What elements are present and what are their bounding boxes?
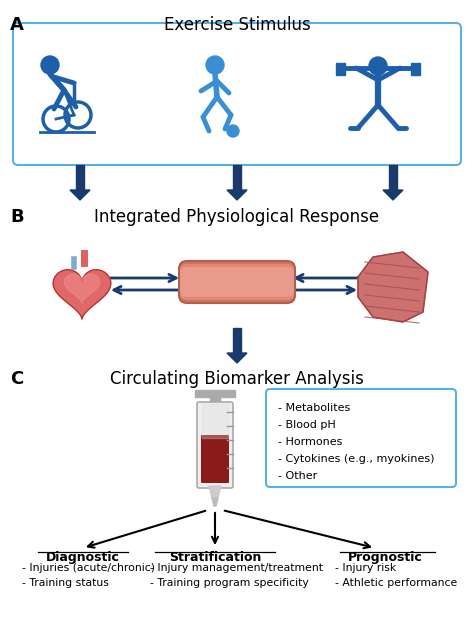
FancyBboxPatch shape — [179, 267, 295, 297]
Circle shape — [206, 56, 224, 74]
Text: - Athletic performance: - Athletic performance — [335, 578, 457, 588]
Polygon shape — [383, 190, 403, 200]
Text: A: A — [10, 16, 24, 34]
Text: Integrated Physiological Response: Integrated Physiological Response — [94, 208, 380, 226]
Text: - Training program specificity: - Training program specificity — [150, 578, 309, 588]
Polygon shape — [358, 252, 428, 322]
FancyBboxPatch shape — [179, 264, 295, 300]
Text: B: B — [10, 208, 24, 226]
Text: - Injury risk: - Injury risk — [335, 563, 396, 573]
Text: - Injury management/treatment: - Injury management/treatment — [150, 563, 323, 573]
Circle shape — [41, 56, 59, 74]
Text: Stratification: Stratification — [169, 551, 261, 564]
Polygon shape — [210, 397, 220, 404]
FancyBboxPatch shape — [266, 389, 456, 487]
Polygon shape — [70, 190, 90, 200]
Text: Exercise Stimulus: Exercise Stimulus — [164, 16, 310, 34]
Polygon shape — [233, 328, 241, 353]
Polygon shape — [202, 404, 228, 438]
Polygon shape — [227, 190, 247, 200]
Polygon shape — [209, 486, 221, 498]
Circle shape — [369, 57, 387, 75]
Polygon shape — [64, 274, 100, 303]
FancyBboxPatch shape — [201, 435, 229, 483]
Text: Diagnostic: Diagnostic — [46, 551, 120, 564]
Polygon shape — [195, 390, 235, 397]
Text: - Other: - Other — [278, 471, 317, 481]
Polygon shape — [227, 353, 247, 363]
FancyBboxPatch shape — [179, 261, 295, 303]
Text: - Cytokines (e.g., myokines): - Cytokines (e.g., myokines) — [278, 454, 435, 464]
Text: - Blood pH: - Blood pH — [278, 420, 336, 430]
Text: Circulating Biomarker Analysis: Circulating Biomarker Analysis — [110, 370, 364, 388]
Circle shape — [227, 125, 239, 137]
Text: Prognostic: Prognostic — [347, 551, 422, 564]
Polygon shape — [233, 165, 241, 190]
FancyBboxPatch shape — [336, 63, 345, 75]
FancyBboxPatch shape — [197, 402, 233, 488]
Text: - Hormones: - Hormones — [278, 437, 342, 447]
Polygon shape — [212, 498, 218, 506]
Text: - Training status: - Training status — [22, 578, 109, 588]
Polygon shape — [53, 270, 111, 319]
Text: C: C — [10, 370, 23, 388]
FancyBboxPatch shape — [13, 23, 461, 165]
Polygon shape — [76, 165, 84, 190]
Polygon shape — [389, 165, 397, 190]
FancyBboxPatch shape — [411, 63, 420, 75]
Text: - Metabolites: - Metabolites — [278, 403, 350, 413]
Text: - Injuries (acute/chronic): - Injuries (acute/chronic) — [22, 563, 155, 573]
